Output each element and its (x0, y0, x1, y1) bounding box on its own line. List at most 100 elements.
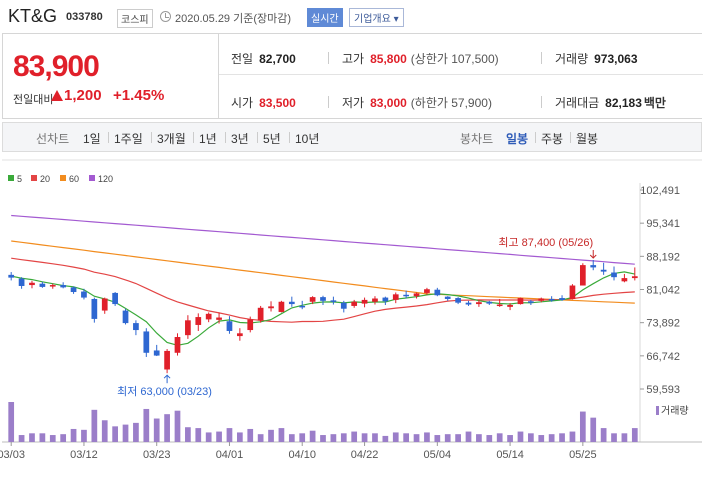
candle-body (164, 350, 170, 370)
tab-daily[interactable]: 일봉 (506, 132, 529, 146)
x-tick-label: 03/12 (70, 449, 98, 461)
tab-candle-chart[interactable]: 봉차트 (460, 132, 494, 146)
x-tick-label: 05/25 (569, 449, 597, 461)
tab-weekly[interactable]: 주봉 (541, 132, 564, 146)
divider (257, 132, 258, 143)
volume-bar (486, 435, 493, 442)
divider (328, 52, 329, 64)
low-cell: 저가 83,000 (하한가 57,900) (342, 94, 492, 111)
divider (151, 132, 152, 143)
candle-body (507, 305, 513, 307)
divider (193, 132, 194, 143)
divider (289, 132, 290, 143)
tab-5years[interactable]: 5년 (263, 132, 281, 146)
volume-bar (631, 428, 638, 442)
open-cell: 시가 83,500 (231, 94, 296, 111)
low-label: 저가 (342, 96, 365, 110)
candle-body (486, 301, 493, 304)
legend-swatch (31, 175, 37, 181)
candle-body (122, 310, 129, 324)
x-tick-label: 05/04 (424, 449, 452, 461)
candle-body (465, 302, 472, 305)
tab-monthly[interactable]: 월봉 (576, 132, 599, 146)
candle-body (382, 297, 389, 302)
candle-body (133, 323, 139, 331)
trade-value: 82,183 (605, 96, 642, 110)
upper-limit: (상한가 107,500) (410, 52, 499, 66)
candle-body (205, 313, 212, 320)
tab-line-chart[interactable]: 선차트 (36, 132, 70, 146)
clock-icon (160, 11, 171, 22)
volume-bar (569, 431, 576, 442)
volume-bar (413, 434, 420, 442)
candle-body (434, 289, 441, 296)
volume-bar (455, 434, 461, 442)
realtime-button[interactable]: 실시간 (307, 8, 343, 27)
candle-body (268, 306, 274, 309)
open-value: 83,500 (259, 96, 296, 110)
candle-body (496, 304, 503, 307)
stock-name: KT&G (8, 6, 58, 26)
current-price: 83,900 (13, 50, 100, 83)
candle-body (548, 298, 555, 301)
legend-label-ma20: 20 (40, 174, 50, 184)
candle-body (569, 285, 576, 299)
tab-1day[interactable]: 1일 (83, 132, 101, 146)
ma120-line (11, 214, 635, 265)
volume-bar (226, 428, 233, 442)
prev-close-value: 82,700 (259, 52, 296, 66)
candle-body (611, 272, 617, 278)
volume-bar (112, 426, 118, 442)
volume-bar (278, 428, 285, 442)
open-label: 시가 (231, 96, 254, 110)
legend-swatch (60, 175, 66, 181)
volume-bar (548, 434, 555, 442)
volume-bar (299, 433, 306, 442)
stock-header: KT&G 033780 코스피 2020.05.29 기준(장마감) 실시간 기… (0, 0, 704, 33)
volume-bar (247, 428, 254, 442)
x-tick-label: 04/10 (288, 449, 316, 461)
candle-body (538, 298, 545, 301)
volume-legend-label: 거래량 (661, 405, 689, 417)
divider (328, 96, 329, 108)
trade-value-cell: 거래대금 82,183 백만 (555, 94, 666, 111)
tab-10years[interactable]: 10년 (295, 132, 320, 146)
volume-bar (143, 408, 150, 442)
volume-bar (559, 433, 565, 442)
prev-close-label: 전일 (231, 52, 254, 66)
divider (570, 132, 571, 143)
volume-bar (288, 434, 295, 442)
high-annotation: 최고 87,400 (05/26) (498, 236, 593, 249)
tab-3years[interactable]: 3년 (231, 132, 249, 146)
candle-body (185, 320, 191, 336)
candle-body (8, 274, 15, 278)
volume-bar (496, 433, 503, 442)
y-tick-label: 102,491 (640, 185, 680, 197)
quote-panel: 83,900 전일대비 1,200 +1.45% 전일 82,700 고가 85,8… (2, 33, 703, 119)
volume-legend-swatch (656, 406, 659, 415)
candle-body (444, 296, 451, 299)
volume-bar (621, 433, 628, 442)
volume-bar (29, 433, 35, 442)
volume-bar (91, 409, 98, 442)
company-overview-dropdown[interactable]: 기업개요 ▾ (349, 8, 404, 27)
y-tick-label: 88,192 (646, 251, 680, 263)
high-cell: 고가 85,800 (상한가 107,500) (342, 50, 499, 67)
candle-body (174, 337, 181, 353)
price-change: 1,200 (64, 87, 102, 104)
tab-1year[interactable]: 1년 (199, 132, 217, 146)
stock-code: 033780 (66, 11, 103, 23)
tab-1week[interactable]: 1주일 (114, 132, 143, 146)
volume-bar (49, 435, 56, 442)
volume-bar (216, 431, 222, 442)
volume-bar (434, 435, 441, 442)
volume-bar (517, 431, 524, 442)
tab-3months[interactable]: 3개월 (157, 132, 186, 146)
volume-bar (507, 435, 513, 442)
y-tick-label: 59,593 (646, 384, 680, 396)
legend-label-ma60: 60 (69, 174, 79, 184)
x-tick-label: 03/23 (143, 449, 171, 461)
candle-body (621, 278, 628, 282)
candle-body (476, 302, 482, 305)
